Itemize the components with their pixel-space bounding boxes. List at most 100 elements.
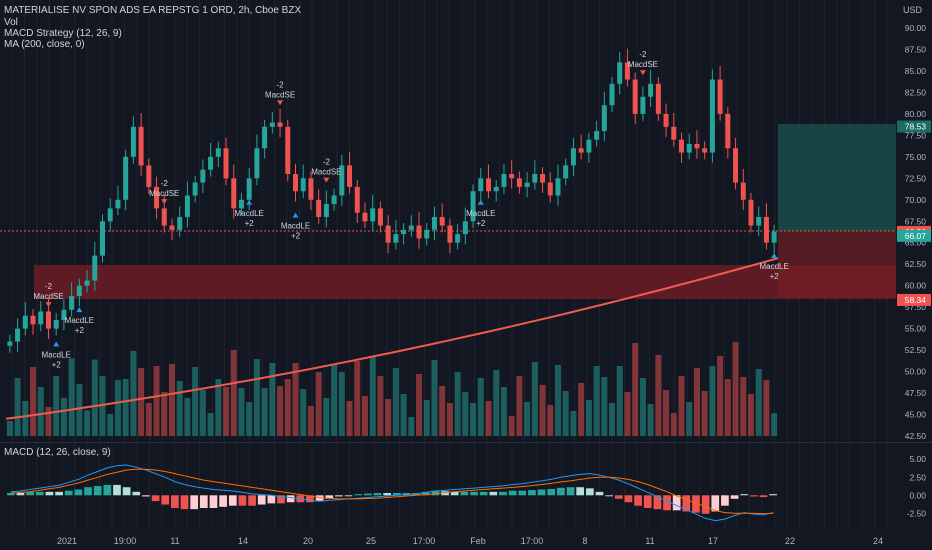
- macd-histogram-bar: [219, 495, 227, 507]
- moving-average: [5, 257, 779, 420]
- candle-body: [393, 234, 399, 243]
- macd-histogram-bar: [199, 495, 208, 508]
- price-axis[interactable]: 90.00 87.50 85.00 82.50 80.00 77.50 75.00 72.50…: [897, 23, 931, 518]
- price-badge: [897, 229, 931, 242]
- price-badge: [897, 120, 931, 133]
- macd-histogram-bar: [383, 492, 392, 496]
- candle-body: [609, 83, 615, 106]
- candle-body: [76, 285, 82, 296]
- candle-body: [408, 225, 414, 230]
- macd-legend: MACD (12, 26, close, 9): [4, 447, 111, 458]
- price-badge-label: 58.34: [905, 295, 927, 305]
- macd-histogram-bar: [518, 490, 527, 496]
- ma-line: [5, 257, 779, 420]
- macd-histogram-bar: [257, 495, 266, 505]
- candle-body: [7, 341, 13, 346]
- volume-bar: [686, 402, 693, 436]
- long-entry-arrow: [53, 341, 60, 347]
- volume-bar: [107, 414, 114, 436]
- candle-body: [115, 199, 121, 209]
- macd-histogram-bar: [450, 491, 459, 496]
- macd-histogram-bar: [248, 495, 256, 506]
- price-badge-label: 78.53: [905, 122, 927, 132]
- price-tick: 47.50: [905, 388, 927, 398]
- signal-label: MacdSE: [311, 168, 341, 177]
- macd-histogram-bar: [672, 495, 681, 511]
- price-tick: 77.50: [905, 130, 927, 140]
- signal-label: MacdSE: [33, 292, 63, 301]
- macd-histogram-bar: [479, 491, 488, 496]
- vol-legend: Vol: [4, 17, 18, 28]
- signal-qty: -2: [161, 179, 169, 188]
- volume-bar: [130, 351, 137, 436]
- candle-body: [702, 148, 708, 153]
- volume-bar: [68, 358, 75, 436]
- candle-body: [733, 148, 739, 183]
- macd-histogram-bar: [614, 495, 623, 499]
- long-entry-arrow: [76, 307, 83, 313]
- candle-body: [671, 126, 677, 140]
- volume-bar: [230, 350, 237, 436]
- volume-bar: [763, 380, 770, 436]
- candle-body: [69, 295, 75, 310]
- signal-qty: +2: [770, 272, 780, 281]
- candle-body: [154, 186, 160, 209]
- volume-bar: [277, 386, 284, 436]
- macd-histogram-bar: [711, 495, 720, 512]
- signal-qty: -2: [276, 80, 284, 89]
- price-tick: 42.50: [905, 431, 927, 441]
- price-tick: 87.50: [905, 44, 927, 54]
- candle-body: [138, 126, 144, 166]
- candle-body: [15, 328, 21, 342]
- candle-body: [293, 174, 298, 192]
- volume-bar: [755, 369, 762, 436]
- volume-bar: [647, 404, 654, 436]
- volume-bar: [60, 397, 67, 436]
- volume-bar: [300, 389, 307, 436]
- macd-histogram-bar: [335, 495, 343, 497]
- macd-histogram-bar: [730, 495, 739, 499]
- candle-body: [555, 178, 561, 196]
- candle-body: [640, 96, 646, 114]
- volume-bar: [354, 361, 361, 436]
- volume-bar: [53, 376, 60, 436]
- candle-body: [493, 186, 499, 192]
- price-tick: 80.00: [905, 109, 927, 119]
- candle-body: [563, 165, 569, 179]
- candle-body: [84, 280, 90, 286]
- volume-bar: [153, 366, 160, 436]
- macd-tick: 5.00: [909, 454, 926, 464]
- price-tick: 50.00: [905, 367, 927, 377]
- volume-bar: [400, 394, 407, 436]
- candle-body: [53, 320, 59, 329]
- candle-body: [632, 79, 638, 114]
- candle-body: [347, 165, 353, 187]
- candle-body: [323, 204, 329, 217]
- time-tick: 25: [366, 536, 376, 546]
- candle-body: [223, 148, 229, 179]
- macd-histogram-bar: [624, 495, 633, 503]
- volume-bar: [315, 372, 322, 436]
- price-tick: 55.00: [905, 324, 927, 334]
- volume-bar: [431, 360, 438, 436]
- macd-histogram-bar: [16, 492, 25, 496]
- volume-bar: [331, 364, 338, 436]
- volume-bar: [547, 405, 554, 436]
- time-axis[interactable]: 2021 19:00 11 14 20 25 17:00 Feb 17:00 8 11 17 22 24: [57, 536, 883, 546]
- volume-bar: [238, 388, 245, 436]
- macd-line: [10, 464, 774, 522]
- candles: [7, 48, 777, 353]
- price-tick: 62.50: [905, 259, 927, 269]
- volume-bar: [207, 413, 214, 436]
- volume-bar: [284, 379, 291, 436]
- macd-histogram-bar: [470, 491, 478, 496]
- volume-bar: [45, 407, 52, 436]
- candle-body: [100, 221, 105, 256]
- volume-bar: [554, 365, 561, 436]
- volume-bar: [570, 411, 577, 436]
- signal-label: MacdLE: [466, 209, 495, 218]
- macd-histogram-bar: [663, 495, 671, 511]
- candle-body: [61, 309, 67, 321]
- macd-histogram-bar: [267, 495, 276, 504]
